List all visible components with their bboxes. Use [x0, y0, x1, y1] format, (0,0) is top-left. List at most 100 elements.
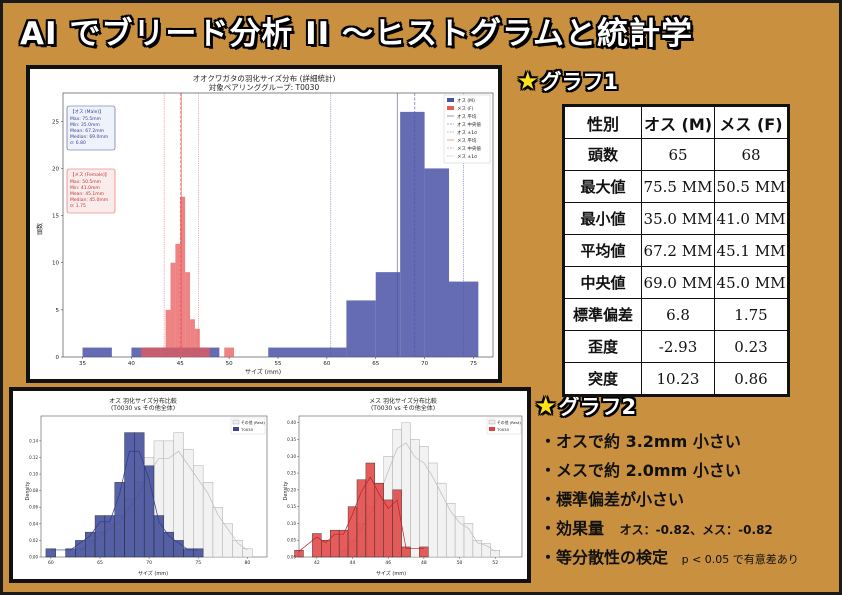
x-tick-label: 80: [244, 560, 250, 566]
male-box-min: Min: 35.0mm: [70, 122, 100, 128]
x-tick-label: 45: [177, 361, 184, 367]
legend-male-median: オス 中央値: [457, 121, 481, 128]
y-tick-label: 0.02: [29, 538, 38, 543]
y-tick-label: 10: [52, 261, 59, 267]
male-rest-bar: [242, 548, 253, 558]
table-row: 頭数 65 68: [563, 138, 789, 171]
male-bar: [82, 347, 112, 357]
x-tick-label: 65: [97, 560, 103, 566]
y-tick-label: 15: [52, 214, 59, 220]
female-bar: [199, 347, 205, 357]
female-bar: [224, 347, 235, 357]
legend-male-swatch: [447, 98, 454, 102]
male-bar: [375, 272, 401, 357]
male-box-median: Median: 69.0mm: [70, 134, 108, 140]
table-row: 標準偏差 6.8 1.75: [563, 298, 789, 331]
legend-group: T0030: [240, 427, 254, 432]
y-tick-label: 0.05: [287, 538, 296, 543]
table-cell: 突度: [563, 362, 642, 396]
section2-heading: ★グラフ2: [535, 392, 637, 420]
star-icon: ★: [517, 67, 539, 95]
female-box-sd: σ: 1.75: [70, 203, 86, 209]
variance-test-label: ・等分散性の検定: [540, 548, 669, 567]
female-bar: [165, 309, 171, 357]
male-bar: [346, 300, 376, 357]
female-group-bar: [419, 546, 429, 558]
chart2-male-ylabel: Density: [25, 481, 31, 500]
legend-rest-swatch: [232, 419, 240, 425]
table-cell: 68: [714, 138, 789, 171]
y-tick-label: 0.00: [287, 555, 296, 560]
x-tick-label: 52: [492, 560, 498, 566]
x-tick-label: 60: [323, 361, 330, 367]
x-tick-label: 65: [372, 361, 379, 367]
table-cell: 45.1 MM: [714, 234, 789, 267]
table-cell: 0.23: [714, 330, 789, 363]
list-item: ・等分散性の検定 p < 0.05 で有意差あり: [540, 544, 799, 573]
table-cell: 1.75: [714, 298, 789, 331]
x-tick-label: 48: [421, 560, 427, 566]
list-item: ・標準偏差が小さい: [540, 490, 685, 509]
table-header-cell: 性別: [563, 105, 642, 139]
legend-male-mean: オス 平均: [457, 113, 477, 120]
x-tick-label: 60: [48, 560, 54, 566]
table-cell: 平均値: [563, 234, 642, 267]
y-tick-label: 0.20: [287, 487, 296, 492]
chart1-ylabel: 頭数: [36, 223, 44, 235]
table-cell: 0.86: [714, 362, 789, 396]
legend-female-swatch: [447, 106, 454, 110]
legend-group: T0030: [496, 427, 510, 432]
chart1-xlabel: サイズ (mm): [245, 368, 281, 376]
female-bar: [170, 262, 176, 357]
table-cell: 35.0 MM: [641, 202, 715, 235]
female-rest-bar: [490, 550, 500, 558]
female-group-bar: [294, 550, 304, 558]
chart1-title: オオクワガタの羽化サイズ分布 (詳細統計): [193, 73, 336, 83]
table-cell: 50.5 MM: [714, 170, 789, 203]
table-cell: 最大値: [563, 170, 642, 203]
female-bar: [150, 347, 161, 357]
table-row: 中央値 69.0 MM 45.0 MM: [563, 266, 789, 299]
chart1-panel: オオクワガタの羽化サイズ分布 (詳細統計) 対象ペアリンググループ: T0030…: [26, 65, 502, 383]
table-cell: 10.23: [641, 362, 715, 396]
female-box-mean: Mean: 45.1mm: [70, 191, 104, 197]
legend-female-sd: メス ±1σ: [457, 154, 477, 160]
female-stats-box: 【メス (Female)】 Max: 50.5mm Min: 41.0mm Me…: [66, 168, 116, 214]
chart1-subtitle: 対象ペアリンググループ: T0030: [209, 82, 320, 92]
table-cell: 頭数: [563, 138, 642, 171]
female-box-max: Max: 50.5mm: [70, 179, 101, 185]
male-group-bar: [143, 465, 155, 558]
x-tick-label: 50: [226, 361, 233, 367]
y-tick-label: 0.12: [29, 455, 38, 460]
table-cell: 67.2 MM: [641, 234, 715, 267]
table-row: 最大値 75.5 MM 50.5 MM: [563, 170, 789, 203]
female-group-density-line: [298, 476, 424, 552]
page-title: AI でブリード分析 II ～ヒストグラムと統計学: [20, 16, 694, 52]
male-group-bar: [193, 548, 204, 558]
x-tick-label: 44: [350, 560, 356, 566]
male-bar: [424, 168, 450, 357]
list-item: ・メスで約 2.0mm 小さい: [540, 461, 741, 480]
variance-test-detail: p < 0.05 で有意差あり: [681, 553, 799, 566]
chart2-male-subtitle: (T0030 vs その他全体): [111, 404, 175, 412]
x-tick-label: 75: [470, 361, 477, 367]
chart2-comparison: オス 羽化サイズ分布比較 (T0030 vs その他全体) メス 羽化サイズ分布…: [25, 397, 523, 577]
chart2-female-ylabel: Density: [283, 481, 289, 500]
male-bar: [268, 347, 347, 357]
legend-group-swatch: [233, 427, 239, 431]
table-row: 最小値 35.0 MM 41.0 MM: [563, 202, 789, 235]
y-tick-label: 5: [56, 308, 60, 314]
y-tick-label: 0.40: [287, 420, 296, 425]
x-tick-label: 70: [421, 361, 428, 367]
table-cell: 歪度: [563, 330, 642, 363]
y-tick-label: 0.25: [287, 471, 296, 476]
table-cell: 6.8: [641, 298, 715, 331]
female-bar: [185, 272, 191, 357]
y-tick-label: 0.08: [29, 488, 38, 493]
y-tick-label: 0.35: [287, 437, 296, 442]
female-box-title: 【メス (Female)】: [70, 172, 109, 178]
table-cell: 最小値: [563, 202, 642, 235]
male-box-mean: Mean: 67.2mm: [70, 128, 104, 134]
female-bar: [204, 347, 210, 357]
chart2-male-xlabel: サイズ (mm): [138, 570, 168, 577]
